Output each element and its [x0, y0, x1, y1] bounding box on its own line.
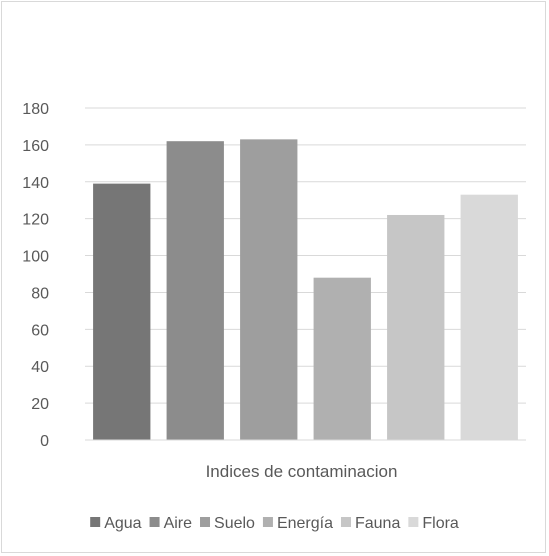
y-tick-label: 100 [22, 249, 49, 266]
legend-item: Suelo [200, 515, 255, 532]
legend-item: Fauna [340, 515, 400, 532]
legend-swatch [90, 517, 101, 527]
legend-label: Aire [164, 515, 193, 532]
legend-item: Agua [90, 515, 142, 532]
legend-item: Energía [262, 515, 333, 532]
legend-label: Energía [277, 515, 333, 532]
y-tick-label: 60 [31, 322, 49, 339]
legend-label: Suelo [214, 515, 255, 532]
legend-label: Agua [104, 515, 141, 532]
y-tick-label: 20 [31, 396, 49, 413]
y-tick-label: 40 [31, 359, 49, 376]
gridlines [85, 107, 526, 404]
y-tick-label: 140 [22, 175, 49, 192]
y-tick-label: 180 [22, 101, 49, 118]
y-tick-label: 0 [40, 433, 49, 450]
legend-label: Flora [422, 515, 459, 532]
bar-aire [166, 141, 224, 440]
y-tick-label: 120 [22, 212, 49, 229]
legend-label: Fauna [355, 515, 400, 532]
y-tick-label: 160 [22, 138, 49, 155]
bar-flora [460, 194, 518, 440]
bar-agua [93, 183, 151, 440]
bar-fauna [387, 214, 445, 440]
bars [93, 139, 518, 440]
legend-item: Aire [149, 515, 193, 532]
legend: Agua Aire Suelo Energía Fauna Flora [90, 515, 459, 532]
bar-energia [313, 277, 371, 440]
legend-swatch [149, 517, 160, 527]
x-axis-title: Indices de contaminacion [206, 462, 398, 481]
legend-swatch [340, 517, 351, 527]
bar-suelo [240, 139, 298, 440]
legend-swatch [200, 517, 211, 527]
y-tick-label: 80 [31, 285, 49, 302]
legend-swatch [262, 517, 273, 527]
legend-swatch [408, 517, 419, 527]
y-axis-ticks: 0 20 40 60 80 100 120 140 160 180 [22, 101, 49, 450]
legend-item: Flora [408, 515, 459, 532]
